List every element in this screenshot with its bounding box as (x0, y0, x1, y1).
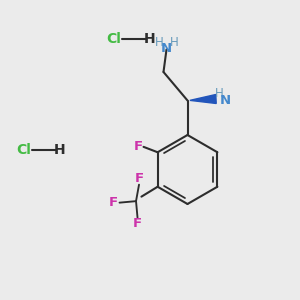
Text: F: F (133, 217, 142, 230)
Text: F: F (134, 140, 143, 153)
Text: N: N (161, 42, 172, 55)
Text: H: H (154, 36, 164, 50)
Text: H: H (169, 36, 178, 50)
Text: Cl: Cl (106, 32, 122, 46)
Text: H: H (144, 32, 156, 46)
Text: F: F (134, 172, 144, 185)
Text: H: H (215, 87, 224, 100)
Text: Cl: Cl (16, 143, 32, 157)
Polygon shape (190, 94, 216, 103)
Text: N: N (220, 94, 231, 107)
Text: F: F (109, 196, 118, 209)
Text: H: H (54, 143, 66, 157)
